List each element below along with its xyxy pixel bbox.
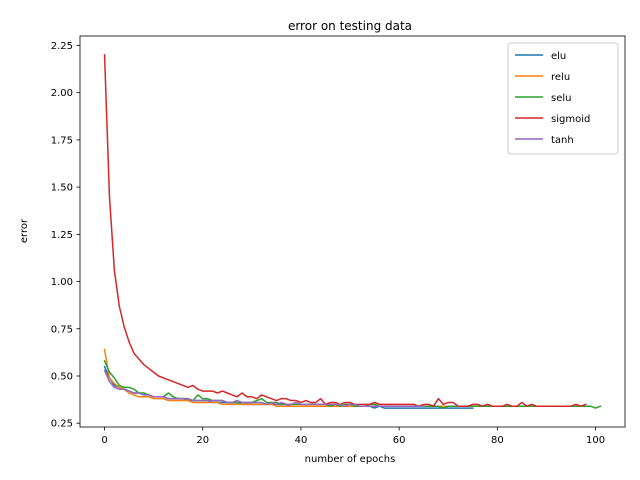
x-tick-label: 0 (101, 435, 107, 446)
x-tick-label: 20 (196, 435, 209, 446)
y-tick-label: 1.00 (51, 277, 73, 288)
y-tick-label: 1.25 (51, 230, 73, 241)
x-tick-label: 80 (491, 435, 504, 446)
x-axis-label: number of epochs (305, 454, 396, 465)
legend-label-tanh: tanh (551, 135, 574, 146)
y-tick-label: 0.75 (51, 324, 73, 335)
x-tick-label: 40 (295, 435, 308, 446)
legend-box (507, 42, 619, 155)
series-line-sigmoid (103, 54, 587, 407)
chart-title: error on testing data (288, 19, 412, 33)
x-tick-label: 100 (586, 435, 605, 446)
y-tick-label: 2.00 (51, 88, 73, 99)
legend-label-relu: relu (551, 72, 570, 83)
legend-label-selu: selu (551, 93, 571, 104)
series-line-tanh (103, 369, 425, 407)
y-tick-label: 1.50 (51, 183, 73, 194)
plot-frame (79, 35, 626, 428)
x-tick-label: 60 (393, 435, 406, 446)
legend: elu relu selu sigmoid tanh (507, 42, 619, 155)
y-axis: 0.25 0.50 0.75 1.00 1.25 1.50 1.75 2.00 2.25 (51, 41, 80, 430)
y-tick-label: 0.25 (51, 419, 73, 430)
y-tick-label: 1.75 (51, 135, 73, 146)
legend-label-sigmoid: sigmoid (551, 114, 590, 125)
legend-label-elu: elu (551, 51, 566, 62)
y-tick-label: 0.50 (51, 372, 73, 383)
plot-lines (103, 54, 602, 409)
y-axis-label: error (19, 218, 30, 243)
y-tick-label: 2.25 (51, 41, 73, 52)
x-axis: 0 20 40 60 80 100 (101, 427, 605, 446)
